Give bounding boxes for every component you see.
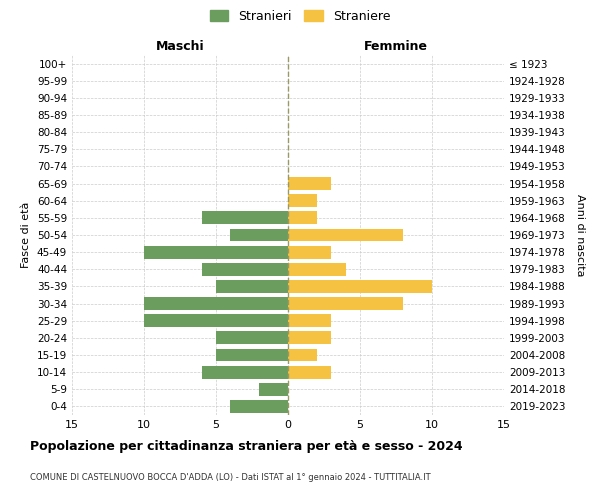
Bar bbox=[288, 263, 346, 276]
Text: Maschi: Maschi bbox=[155, 40, 205, 54]
Bar bbox=[216, 332, 288, 344]
Y-axis label: Fasce di età: Fasce di età bbox=[22, 202, 31, 268]
Bar bbox=[288, 280, 432, 293]
Bar bbox=[144, 297, 288, 310]
Bar bbox=[288, 366, 331, 378]
Text: Popolazione per cittadinanza straniera per età e sesso - 2024: Popolazione per cittadinanza straniera p… bbox=[30, 440, 463, 453]
Bar bbox=[288, 297, 403, 310]
Text: COMUNE DI CASTELNUOVO BOCCA D'ADDA (LO) - Dati ISTAT al 1° gennaio 2024 - TUTTIT: COMUNE DI CASTELNUOVO BOCCA D'ADDA (LO) … bbox=[30, 473, 431, 482]
Bar bbox=[288, 314, 331, 327]
Bar bbox=[144, 314, 288, 327]
Bar bbox=[216, 280, 288, 293]
Bar bbox=[288, 212, 317, 224]
Bar bbox=[202, 212, 288, 224]
Bar bbox=[230, 400, 288, 413]
Bar bbox=[288, 177, 331, 190]
Bar bbox=[202, 366, 288, 378]
Bar bbox=[288, 348, 317, 362]
Bar bbox=[259, 383, 288, 396]
Bar bbox=[288, 332, 331, 344]
Bar bbox=[202, 263, 288, 276]
Bar bbox=[230, 228, 288, 241]
Text: Femmine: Femmine bbox=[364, 40, 428, 54]
Legend: Stranieri, Straniere: Stranieri, Straniere bbox=[206, 6, 394, 26]
Bar bbox=[288, 246, 331, 258]
Bar bbox=[288, 194, 317, 207]
Bar bbox=[216, 348, 288, 362]
Bar bbox=[144, 246, 288, 258]
Bar bbox=[288, 228, 403, 241]
Y-axis label: Anni di nascita: Anni di nascita bbox=[575, 194, 585, 276]
